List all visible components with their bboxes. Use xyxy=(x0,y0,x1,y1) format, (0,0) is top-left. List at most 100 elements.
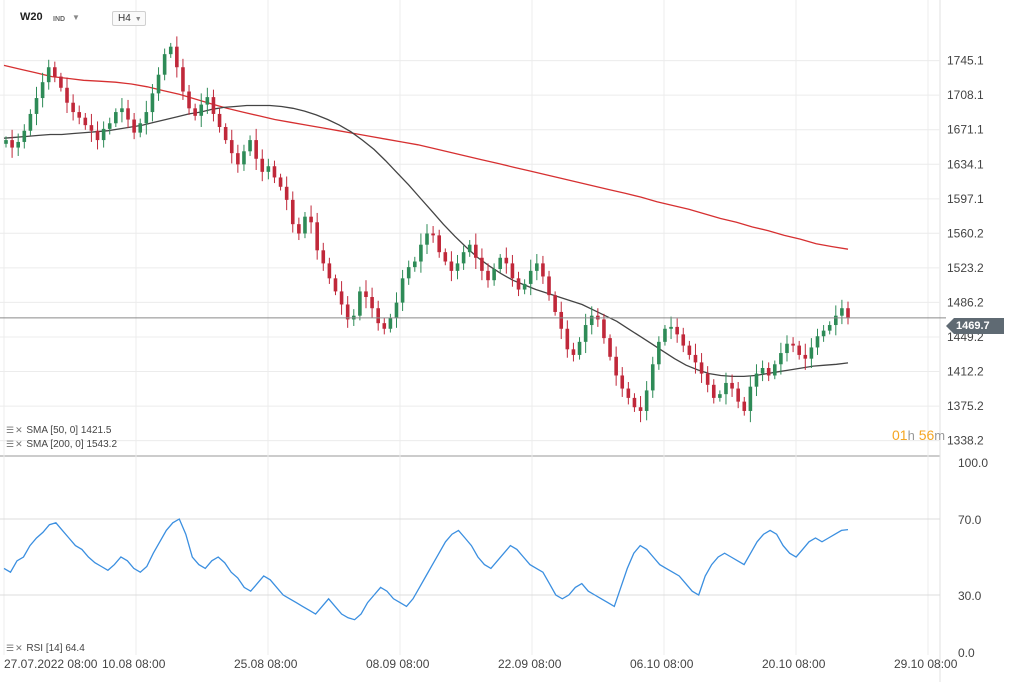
y-tick-label: 1523.2 xyxy=(947,261,984,275)
y-tick-label: 1412.2 xyxy=(947,365,984,379)
candle-down xyxy=(53,67,57,77)
candle-up xyxy=(461,252,466,264)
rsi-value: 64.4 xyxy=(65,643,85,654)
candle-down xyxy=(65,87,69,103)
candle-down xyxy=(736,388,740,402)
settings-icon[interactable]: ☰✕ xyxy=(6,425,24,435)
candle-down xyxy=(803,354,808,359)
x-tick-label: 25.08 08:00 xyxy=(234,657,298,671)
candle-down xyxy=(77,112,82,118)
y-tick-label: 1745.1 xyxy=(947,54,984,68)
candle-down xyxy=(638,407,643,411)
candle-up xyxy=(663,328,667,342)
candle-up xyxy=(162,54,167,75)
candle-down xyxy=(290,199,295,225)
symbol-label[interactable]: W20 xyxy=(20,11,43,23)
candle-down xyxy=(608,338,612,357)
candle-up xyxy=(22,130,27,142)
sma200-label: SMA [200, 0] xyxy=(26,439,84,450)
candle-down xyxy=(229,140,234,154)
legend-sma200[interactable]: ☰✕ SMA [200, 0] 1543.2 xyxy=(6,439,117,450)
rsi-label: RSI [14] xyxy=(26,643,63,654)
sma50-label: SMA [50, 0] xyxy=(26,425,79,436)
candle-down xyxy=(571,349,576,355)
candle-down xyxy=(254,140,258,159)
last-price-tag: 1469.7 xyxy=(946,318,1004,334)
candle-down xyxy=(278,177,283,187)
x-tick-label: 06.10 08:00 xyxy=(630,657,694,671)
chevron-down-icon: ▼ xyxy=(134,16,142,23)
candle-down xyxy=(132,119,136,133)
candle-down xyxy=(333,278,338,292)
x-tick-label: 22.09 08:00 xyxy=(498,657,562,671)
timeframe-select[interactable]: H4 ▼ xyxy=(112,11,146,26)
candle-up xyxy=(412,261,417,268)
y-tick-label: 1375.2 xyxy=(947,399,984,413)
y-tick-label: 1708.1 xyxy=(947,88,984,102)
candle-down xyxy=(742,401,747,411)
legend-sma50[interactable]: ☰✕ SMA [50, 0] 1421.5 xyxy=(6,425,111,436)
candle-countdown: 01h 56m xyxy=(892,427,945,443)
candle-up xyxy=(455,263,460,271)
x-tick-label: 27.07.2022 08:00 xyxy=(4,657,98,671)
candle-down xyxy=(705,373,710,385)
candle-down xyxy=(431,233,435,236)
candle-up xyxy=(303,216,307,234)
candle-down xyxy=(321,250,326,264)
candle-down xyxy=(95,130,100,141)
y-tick-label: 1338.2 xyxy=(947,434,984,448)
candle-down xyxy=(315,222,319,251)
candle-up xyxy=(248,140,252,152)
candle-up xyxy=(535,263,539,271)
candle-down xyxy=(516,278,521,290)
sma200-line xyxy=(3,64,849,250)
candle-down xyxy=(260,158,265,172)
candle-down xyxy=(297,224,301,234)
candle-up xyxy=(650,364,655,391)
symbol-dropdown-chevron-icon[interactable]: ▼ xyxy=(72,13,80,22)
candle-down xyxy=(175,46,179,68)
candle-down xyxy=(626,388,631,398)
candle-up xyxy=(821,330,826,337)
candle-down xyxy=(565,328,570,350)
y-tick-label: 1560.2 xyxy=(947,226,984,240)
candle-up xyxy=(718,394,722,398)
candle-up xyxy=(644,390,649,411)
candle-down xyxy=(449,261,454,271)
countdown-minutes: 56 xyxy=(918,427,935,443)
candle-up xyxy=(242,151,246,165)
candle-down xyxy=(272,166,277,178)
candle-down xyxy=(83,117,88,126)
candle-down xyxy=(504,257,509,264)
candle-up xyxy=(498,257,503,269)
rsi-tick-label: 100.0 xyxy=(958,456,988,470)
candle-up xyxy=(266,166,271,172)
candle-up xyxy=(833,315,838,326)
candle-up xyxy=(528,270,533,284)
candle-down xyxy=(693,354,698,363)
candle-down xyxy=(687,345,692,355)
countdown-hours-unit: h xyxy=(907,428,915,443)
candle-down xyxy=(681,334,686,346)
settings-icon[interactable]: ☰✕ xyxy=(6,643,24,653)
candle-up xyxy=(4,140,8,144)
candle-down xyxy=(730,382,734,389)
candle-up xyxy=(492,268,496,281)
candle-up xyxy=(657,341,661,365)
candle-up xyxy=(138,123,143,133)
x-tick-label: 20.10 08:00 xyxy=(762,657,826,671)
candle-down xyxy=(223,127,228,141)
candle-up xyxy=(114,112,118,124)
candle-up xyxy=(406,267,411,279)
x-tick-label: 29.10 08:00 xyxy=(894,657,958,671)
candle-up xyxy=(840,308,844,316)
candle-up xyxy=(358,291,362,316)
candle-down xyxy=(553,295,557,312)
candle-down xyxy=(602,319,606,339)
candle-up xyxy=(425,233,429,245)
candle-down xyxy=(89,125,94,131)
candle-down xyxy=(632,397,637,408)
settings-icon[interactable]: ☰✕ xyxy=(6,439,24,449)
legend-rsi[interactable]: ☰✕ RSI [14] 64.4 xyxy=(6,643,85,654)
